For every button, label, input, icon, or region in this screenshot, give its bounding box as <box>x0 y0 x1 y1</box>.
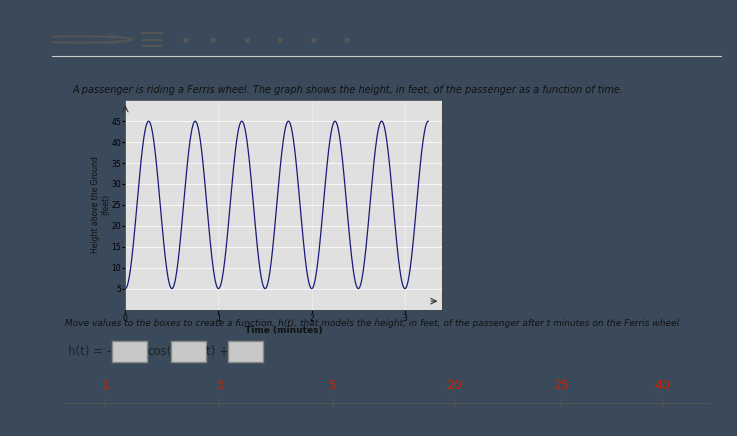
Text: ▪: ▪ <box>276 34 283 44</box>
Text: ▪: ▪ <box>343 34 350 44</box>
FancyBboxPatch shape <box>228 341 263 362</box>
X-axis label: Time (minutes): Time (minutes) <box>245 326 323 334</box>
Text: ▪: ▪ <box>242 34 249 44</box>
FancyBboxPatch shape <box>112 341 147 362</box>
Text: cos(: cos( <box>147 345 172 358</box>
FancyBboxPatch shape <box>171 341 206 362</box>
Text: 25: 25 <box>553 379 569 392</box>
Text: 🔔: 🔔 <box>108 34 115 44</box>
Text: t) +: t) + <box>206 345 229 358</box>
Text: h(t) = -: h(t) = - <box>69 345 111 358</box>
Text: 1: 1 <box>101 379 109 392</box>
Y-axis label: Height above the Ground
(feet): Height above the Ground (feet) <box>91 157 110 253</box>
Text: Move values to the boxes to create a function, h(t), that models the height, in : Move values to the boxes to create a fun… <box>65 319 682 328</box>
Text: ▪: ▪ <box>310 34 316 44</box>
Text: A passenger is riding a Ferris wheel. The graph shows the height, in feet, of th: A passenger is riding a Ferris wheel. Th… <box>72 85 623 95</box>
Text: ▪: ▪ <box>209 34 216 44</box>
Text: 20: 20 <box>446 379 462 392</box>
Text: 5: 5 <box>329 379 338 392</box>
Text: ▪: ▪ <box>183 34 189 44</box>
Text: 40: 40 <box>654 379 670 392</box>
Text: 3: 3 <box>215 379 223 392</box>
